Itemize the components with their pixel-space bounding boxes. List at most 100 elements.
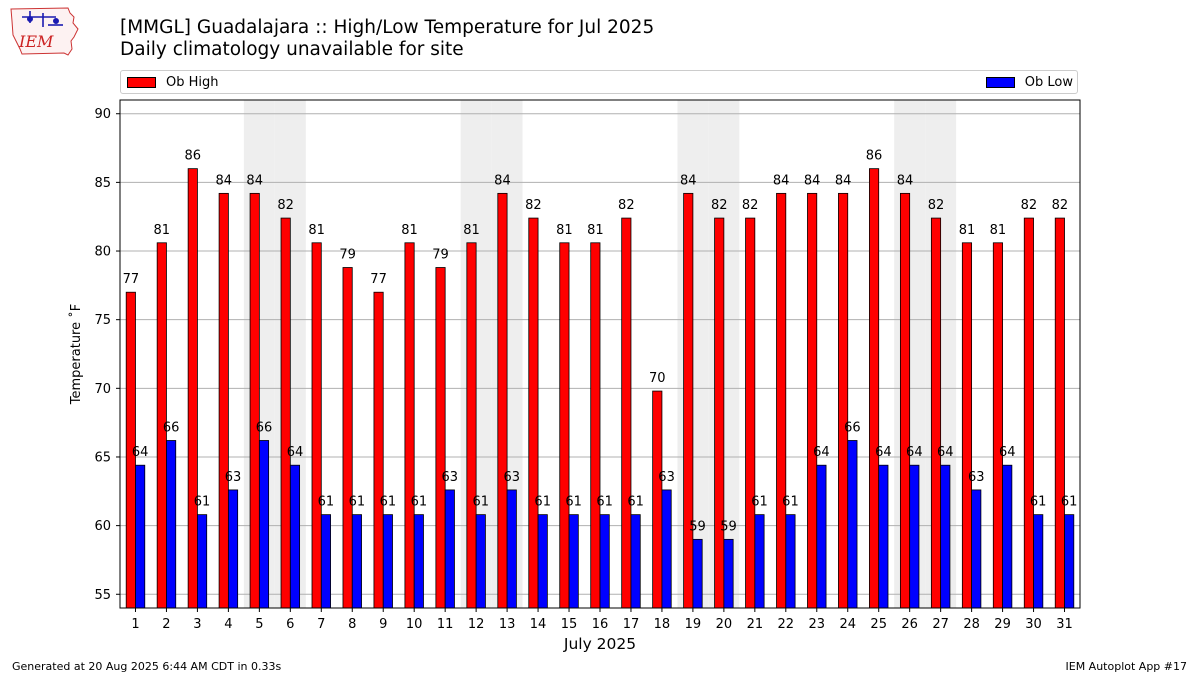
data-label-low: 63: [658, 470, 675, 485]
bar-high: [187, 168, 198, 609]
bar-low: [475, 514, 486, 609]
bar-high: [899, 192, 911, 609]
bar-low: [816, 464, 827, 609]
data-label-high: 82: [618, 198, 635, 213]
data-label-high: 84: [897, 173, 914, 188]
bar-low: [135, 464, 146, 609]
data-label-low: 64: [906, 445, 923, 460]
x-tick-label: 4: [224, 617, 232, 632]
data-label-high: 82: [742, 198, 759, 213]
bar-low: [1033, 514, 1044, 609]
bar-low: [692, 538, 703, 609]
bar-high: [961, 242, 973, 609]
data-label-high: 86: [866, 149, 883, 164]
data-label-high: 84: [773, 173, 790, 188]
bar-low: [971, 489, 982, 609]
bar-low: [878, 464, 889, 609]
data-label-high: 84: [835, 173, 852, 188]
legend-item-low: Ob Low: [985, 75, 1073, 90]
legend-swatch-low: [985, 77, 1015, 88]
data-label-low: 59: [689, 519, 706, 534]
data-label-low: 59: [720, 519, 737, 534]
logo-text: IEM: [18, 32, 54, 51]
x-tick-label: 8: [348, 617, 356, 632]
bar-high: [404, 242, 415, 609]
bar-high: [342, 267, 353, 609]
bar-low: [444, 489, 455, 609]
y-axis-label: Temperature ˚F: [68, 304, 84, 405]
x-tick-label: 9: [379, 617, 387, 632]
chart-title: [MMGL] Guadalajara :: High/Low Temperatu…: [120, 17, 655, 38]
bar-low: [413, 514, 424, 609]
data-label-low: 61: [194, 495, 211, 510]
y-tick-label: 55: [94, 588, 111, 603]
bar-low: [785, 514, 796, 609]
bars: [125, 168, 1075, 609]
legend-swatch-high: [127, 77, 156, 88]
y-tick-label: 75: [94, 313, 111, 328]
x-tick-label: 28: [963, 617, 980, 632]
x-tick-label: 24: [839, 617, 856, 632]
bar-high: [249, 192, 260, 609]
data-label-low: 61: [782, 495, 799, 510]
x-tick-label: 15: [561, 617, 578, 632]
bar-high: [311, 242, 322, 609]
bar-high: [435, 267, 446, 609]
x-tick-label: 3: [193, 617, 201, 632]
data-label-low: 61: [627, 495, 644, 510]
x-tick-label: 18: [654, 617, 671, 632]
bar-low: [382, 514, 393, 609]
data-label-low: 64: [999, 445, 1016, 460]
x-tick-label: 26: [901, 617, 918, 632]
bar-high: [559, 242, 570, 609]
data-label-high: 79: [432, 248, 449, 263]
bar-low: [630, 514, 641, 609]
bar-high: [1054, 217, 1065, 609]
x-tick-label: 17: [623, 617, 640, 632]
data-label-high: 82: [711, 198, 728, 213]
x-tick-label: 20: [716, 617, 733, 632]
x-tick-label: 7: [317, 617, 325, 632]
data-label-low: 61: [596, 495, 613, 510]
bar-low: [289, 464, 301, 609]
data-label-high: 81: [587, 223, 604, 238]
data-label-high: 82: [928, 198, 945, 213]
data-label-high: 81: [401, 223, 418, 238]
chart-subtitle: Daily climatology unavailable for site: [120, 39, 464, 60]
data-label-high: 86: [185, 149, 202, 164]
x-tick-label: 11: [437, 617, 454, 632]
x-tick-label: 5: [255, 617, 263, 632]
bar-high: [745, 217, 756, 609]
legend-label-low: Ob Low: [1024, 75, 1073, 90]
data-label-high: 82: [525, 198, 542, 213]
data-label-low: 64: [287, 445, 304, 460]
data-label-high: 77: [370, 272, 387, 287]
data-label-low: 66: [256, 420, 273, 435]
bar-low: [847, 440, 858, 609]
data-label-low: 63: [503, 470, 520, 485]
y-tick-label: 65: [94, 450, 111, 465]
bar-high: [838, 192, 849, 609]
x-tick-label: 1: [131, 617, 139, 632]
data-label-low: 61: [1030, 495, 1047, 510]
bar-high: [1023, 217, 1034, 609]
data-label-high: 79: [339, 248, 356, 263]
x-tick-label: 23: [809, 617, 826, 632]
bar-low: [754, 514, 765, 609]
bar-low: [909, 464, 920, 609]
data-label-high: 84: [215, 173, 232, 188]
x-tick-label: 19: [685, 617, 702, 632]
x-tick-label: 31: [1056, 617, 1073, 632]
bar-high: [528, 217, 539, 609]
data-label-high: 70: [649, 371, 666, 386]
legend: Ob High Ob Low: [120, 70, 1078, 94]
iem-logo: IEM: [10, 7, 79, 56]
data-label-low: 61: [380, 495, 397, 510]
bar-low: [1002, 464, 1013, 609]
data-labels: 77 64 81 66 86 61 84 63 84 66 82 64 81 61 79 61 77 61 81 61…: [123, 149, 1078, 535]
x-tick-label: 2: [162, 617, 170, 632]
y-tick-label: 85: [94, 176, 111, 191]
data-label-low: 61: [349, 495, 366, 510]
data-label-low: 61: [318, 495, 335, 510]
